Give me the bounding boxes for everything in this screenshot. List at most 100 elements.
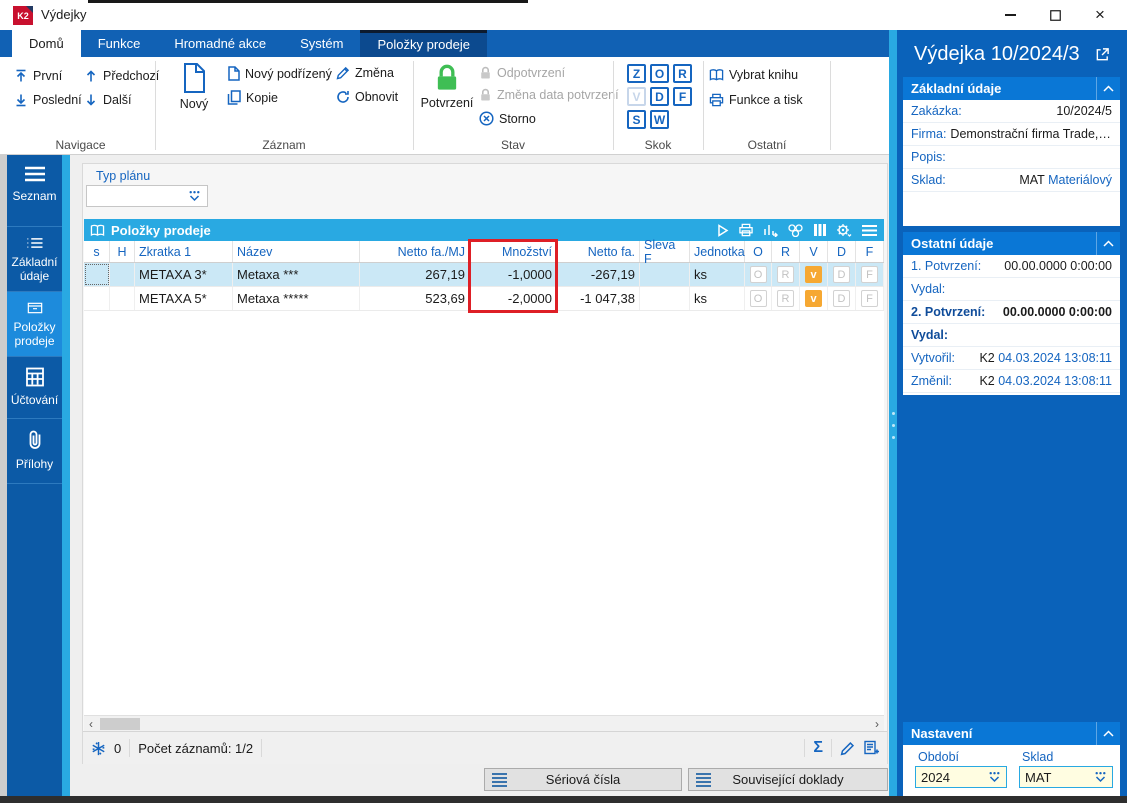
column-header-s[interactable]: s: [84, 241, 110, 262]
column-header-v[interactable]: V: [800, 241, 828, 262]
field-row[interactable]: Vytvořil: K2 04.03.2024 13:08:11: [903, 347, 1120, 370]
cell-netto-fa[interactable]: -267,19: [557, 263, 640, 286]
section-header[interactable]: Základní údaje: [903, 77, 1120, 100]
jump-key-f[interactable]: F: [673, 87, 692, 106]
horizontal-scrollbar[interactable]: ‹ ›: [84, 715, 884, 731]
jump-key-v[interactable]: V: [627, 87, 646, 106]
period-dropdown[interactable]: 2024: [915, 766, 1007, 788]
run-icon[interactable]: [717, 223, 729, 237]
confirm-button[interactable]: Potvrzení: [419, 63, 475, 110]
unconfirm-button[interactable]: Odpotvrzení: [479, 66, 565, 80]
new-button[interactable]: Nový: [165, 62, 223, 111]
column-header-o[interactable]: O: [745, 241, 772, 262]
close-button[interactable]: ×: [1078, 0, 1122, 30]
field-row[interactable]: Sklad: MAT Materiálový: [903, 169, 1120, 192]
warehouse-dropdown[interactable]: MAT: [1019, 766, 1113, 788]
collapse-button[interactable]: [1096, 77, 1120, 100]
cell-mnozstvi[interactable]: -2,0000: [470, 287, 557, 310]
field-value-link[interactable]: Materiálový: [1048, 173, 1112, 187]
column-header-h[interactable]: H: [110, 241, 135, 262]
cell-jednotka[interactable]: ks: [690, 287, 745, 310]
functions-print-button[interactable]: Funkce a tisk: [709, 93, 803, 107]
columns-icon[interactable]: [813, 223, 827, 237]
field-row[interactable]: Vydal:: [903, 278, 1120, 301]
column-header-netto-fa-mj[interactable]: Netto fa./MJ: [360, 241, 470, 262]
column-header-f[interactable]: F: [856, 241, 884, 262]
column-header-r[interactable]: R: [772, 241, 800, 262]
column-header-sleva-f[interactable]: Sleva F: [640, 238, 690, 266]
cell-zkratka1[interactable]: METAXA 3*: [135, 263, 233, 286]
gears-icon[interactable]: [787, 223, 804, 237]
field-row[interactable]: Firma: Demonstrační firma Trade, sp...: [903, 123, 1120, 146]
column-header-jednotka[interactable]: Jednotka: [690, 241, 745, 262]
cell-nazev[interactable]: Metaxa ***: [233, 263, 360, 286]
edit-pencil-icon[interactable]: [840, 741, 855, 756]
tab-polozky-prodeje[interactable]: Položky prodeje: [360, 30, 487, 57]
cell-zkratka1[interactable]: METAXA 5*: [135, 287, 233, 310]
jump-key-o[interactable]: O: [650, 64, 669, 83]
sidebar-item-prilohy[interactable]: Přílohy: [7, 419, 62, 484]
field-row[interactable]: Popis:: [903, 146, 1120, 169]
sidebar-item-polozky-prodeje[interactable]: Položky prodeje: [7, 292, 62, 357]
cell-netto-fa[interactable]: -1 047,38: [557, 287, 640, 310]
first-button[interactable]: První: [14, 69, 62, 83]
change-confirm-date-button[interactable]: Změna data potvrzení: [479, 88, 619, 102]
plan-type-dropdown[interactable]: [86, 185, 208, 207]
next-button[interactable]: Další: [84, 93, 131, 107]
change-button[interactable]: Změna: [336, 66, 394, 80]
table-row[interactable]: METAXA 5* Metaxa ***** 523,69 -2,0000 -1…: [84, 287, 884, 311]
panel-splitter[interactable]: [889, 30, 897, 803]
cell-nazev[interactable]: Metaxa *****: [233, 287, 360, 310]
collapse-button[interactable]: [1096, 722, 1120, 745]
minimize-button[interactable]: [988, 0, 1032, 30]
menu-icon[interactable]: [861, 224, 878, 237]
new-child-button[interactable]: Nový podřízený: [227, 66, 332, 81]
refresh-button[interactable]: Obnovit: [336, 90, 398, 104]
field-row[interactable]: Vydal:: [903, 324, 1120, 347]
field-row[interactable]: Zakázka: 10/2024/5: [903, 100, 1120, 123]
field-value-link[interactable]: 04.03.2024 13:08:11: [998, 351, 1112, 365]
sidebar-item-uctovani[interactable]: Účtování: [7, 357, 62, 419]
jump-key-r[interactable]: R: [673, 64, 692, 83]
column-header-nazev[interactable]: Název: [233, 241, 360, 262]
settings-gear-icon[interactable]: [836, 223, 852, 237]
field-row[interactable]: 1. Potvrzení: 00.00.0000 0:00:00: [903, 255, 1120, 278]
filter-asterisk-icon[interactable]: [91, 741, 106, 756]
maximize-button[interactable]: [1033, 0, 1077, 30]
column-header-mnozstvi[interactable]: Množství: [470, 241, 557, 262]
sum-icon[interactable]: Σ: [813, 739, 823, 756]
cell-sleva-f[interactable]: [640, 287, 690, 310]
tab-funkce[interactable]: Funkce: [97, 36, 141, 51]
table-row[interactable]: METAXA 3* Metaxa *** 267,19 -1,0000 -267…: [84, 263, 884, 287]
open-external-button[interactable]: [1095, 47, 1110, 62]
cell-netto-fa-mj[interactable]: 523,69: [360, 287, 470, 310]
cell-mnozstvi[interactable]: -1,0000: [470, 263, 557, 286]
tab-hromadne-akce[interactable]: Hromadné akce: [174, 36, 267, 51]
collapse-button[interactable]: [1096, 232, 1120, 255]
sidebar-item-seznam[interactable]: Seznam: [7, 155, 62, 227]
scrollbar-thumb[interactable]: [100, 717, 140, 730]
field-row[interactable]: 2. Potvrzení: 00.00.0000 0:00:00: [903, 301, 1120, 324]
tab-system[interactable]: Systém: [300, 36, 344, 51]
chart-icon[interactable]: [763, 223, 778, 237]
sidebar-item-zakladni-udaje[interactable]: Základní údaje: [7, 227, 62, 292]
row-selector-cell[interactable]: [84, 263, 110, 286]
storno-button[interactable]: Storno: [479, 111, 536, 126]
select-book-button[interactable]: Vybrat knihu: [709, 68, 798, 82]
jump-key-z[interactable]: Z: [627, 64, 646, 83]
section-header[interactable]: Ostatní údaje: [903, 232, 1120, 255]
scroll-right-icon[interactable]: ›: [875, 716, 879, 731]
jump-key-d[interactable]: D: [650, 87, 669, 106]
field-row[interactable]: Změnil: K2 04.03.2024 13:08:11: [903, 370, 1120, 393]
serial-numbers-button[interactable]: Sériová čísla: [484, 768, 682, 791]
copy-button[interactable]: Kopie: [227, 90, 278, 105]
column-header-netto-fa[interactable]: Netto fa.: [557, 241, 640, 262]
cell-netto-fa-mj[interactable]: 267,19: [360, 263, 470, 286]
tab-domu[interactable]: Domů: [12, 30, 81, 57]
related-documents-button[interactable]: Související doklady: [688, 768, 888, 791]
jump-key-s[interactable]: S: [627, 110, 646, 129]
column-header-zkratka1[interactable]: Zkratka 1: [135, 241, 233, 262]
previous-button[interactable]: Předchozí: [84, 69, 159, 83]
column-header-d[interactable]: D: [828, 241, 856, 262]
scroll-left-icon[interactable]: ‹: [89, 716, 93, 731]
